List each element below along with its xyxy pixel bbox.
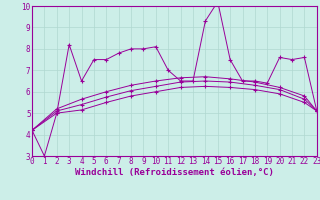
X-axis label: Windchill (Refroidissement éolien,°C): Windchill (Refroidissement éolien,°C): [75, 168, 274, 177]
